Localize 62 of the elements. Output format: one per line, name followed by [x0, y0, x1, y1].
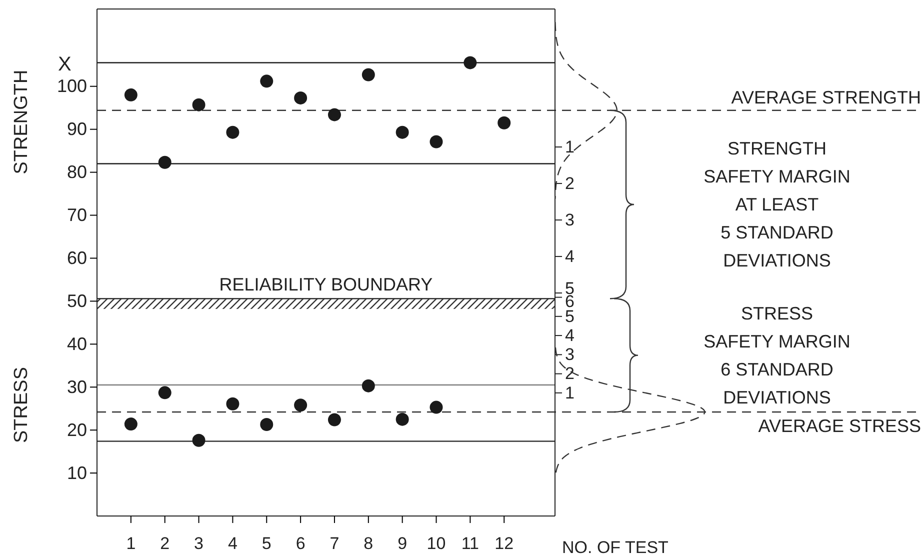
x-tick-label: 11	[461, 534, 480, 554]
x-tick-label: 5	[262, 534, 272, 554]
text: STRESS SAFETY MARGIN 6 STANDARD DEVIATIONS	[704, 303, 850, 408]
y3-tick-label: 5	[565, 306, 574, 326]
y-tick-label: 10	[66, 462, 87, 483]
x-tick-label: 6	[296, 534, 306, 554]
point	[396, 126, 409, 139]
y3-tick-label: 3	[565, 345, 574, 364]
point	[430, 135, 443, 148]
y-tick-label: 60	[66, 248, 87, 268]
y-tick-label: 30	[66, 376, 87, 397]
y3-tick-label: 1	[565, 383, 574, 402]
x-tick-label: 7	[330, 534, 340, 554]
y-axis-title: X	[58, 53, 72, 76]
point	[464, 56, 477, 70]
y-tick-label: 80	[66, 162, 87, 182]
point	[226, 397, 240, 410]
point	[362, 68, 375, 82]
x-tick-label: 3	[194, 534, 204, 554]
point	[294, 398, 308, 412]
text: STRENGTH	[11, 70, 32, 174]
band-label: RELIABILITY BOUNDARY	[219, 274, 433, 295]
y-tick-label: 20	[66, 420, 87, 440]
text: STRENGTH SAFETY MARGIN AT LEAST 5 STANDARD DEVIATIONS	[704, 138, 850, 270]
point	[328, 413, 341, 426]
point	[498, 116, 511, 130]
y2-tick-label: 1	[565, 137, 574, 156]
point	[294, 91, 308, 104]
y2-tick-label: 2	[565, 174, 574, 193]
x-tick-label: 4	[228, 534, 238, 554]
x-tick-label: 2	[160, 534, 170, 554]
point	[158, 156, 172, 169]
y-tick-label: 40	[66, 334, 87, 354]
point	[260, 74, 274, 88]
point	[158, 386, 172, 400]
point	[192, 434, 206, 447]
text: STRESS	[11, 366, 32, 444]
x-tick-label: 12	[494, 534, 514, 554]
y3-tick-label: 2	[565, 364, 574, 384]
ref-line-label: AVERAGE STRESS	[758, 416, 921, 436]
point	[396, 412, 409, 426]
x-tick-label: 1	[126, 534, 136, 554]
y-tick-label: 100	[56, 76, 87, 96]
x-axis-title: NO. OF TEST	[562, 538, 668, 557]
point	[192, 98, 206, 112]
y2-tick-label: 3	[565, 210, 574, 230]
x-tick-label: 10	[426, 534, 446, 554]
y-tick-label: 50	[66, 290, 87, 311]
point	[124, 418, 138, 431]
y2-tick-label: 4	[565, 246, 574, 266]
x-tick-label: 8	[364, 534, 374, 554]
point	[226, 126, 240, 139]
y-tick-label: 70	[66, 204, 87, 225]
point	[430, 400, 443, 414]
ref-line-label: AVERAGE STRENGTH	[731, 87, 921, 108]
x-tick-label: 9	[398, 534, 408, 554]
point	[260, 418, 274, 431]
y-tick-label: 90	[66, 119, 87, 140]
y3-tick-label: 4	[565, 326, 574, 345]
point	[362, 379, 375, 392]
point	[124, 88, 138, 102]
point	[328, 108, 341, 122]
